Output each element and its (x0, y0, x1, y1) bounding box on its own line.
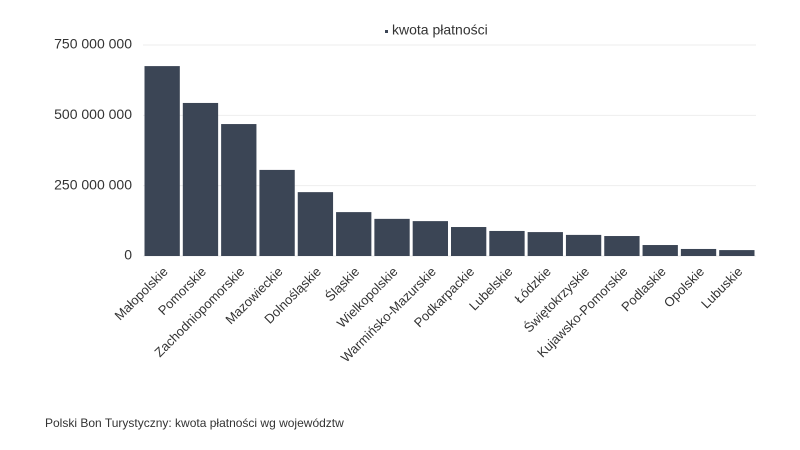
y-tick-label: 250 000 000 (54, 176, 132, 192)
bar (489, 230, 525, 256)
bar (259, 169, 295, 256)
bar (374, 218, 410, 256)
x-tick-label: Lubuskie (698, 264, 745, 311)
bar (221, 124, 257, 257)
y-tick-label: 0 (124, 247, 132, 263)
bar (642, 245, 678, 256)
bar (451, 227, 487, 256)
legend-label: kwota płatności (392, 22, 488, 38)
bar (565, 234, 602, 256)
bar (680, 248, 717, 256)
bar (182, 102, 219, 256)
y-tick-label: 500 000 000 (54, 106, 132, 122)
bar (336, 212, 372, 256)
bar (604, 236, 640, 256)
bar (527, 232, 563, 256)
bar (719, 250, 755, 256)
y-tick-label: 750 000 000 (54, 36, 132, 52)
bar (412, 221, 448, 256)
legend-marker (385, 30, 388, 33)
chart-caption: Polski Bon Turystyczny: kwota płatności … (45, 416, 344, 430)
bar (144, 66, 180, 256)
bar (297, 192, 334, 256)
